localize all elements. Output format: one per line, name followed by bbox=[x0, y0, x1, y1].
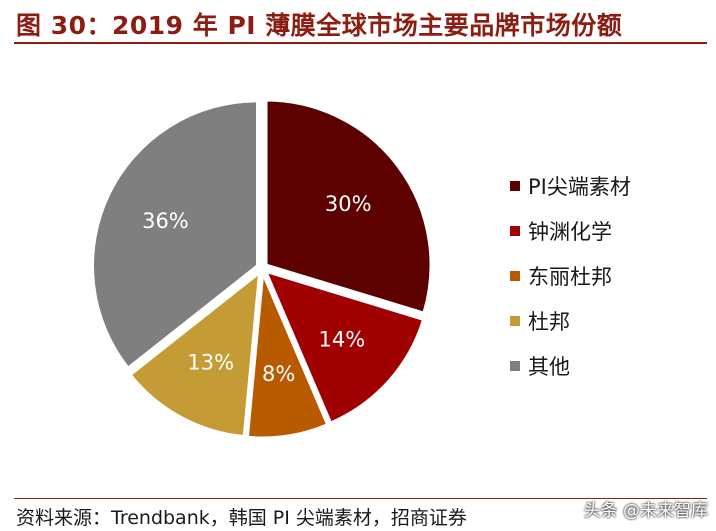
pie-slice bbox=[264, 98, 433, 315]
legend-swatch bbox=[510, 180, 520, 191]
legend-label: 其他 bbox=[528, 354, 570, 379]
source-note: 资料来源：Trendbank，韩国 PI 尖端素材，招商证券 bbox=[16, 507, 467, 529]
legend-swatch bbox=[510, 315, 520, 326]
pie-slice-label: 13% bbox=[187, 350, 234, 374]
legend-swatch bbox=[510, 225, 520, 236]
pie-slice bbox=[245, 271, 330, 440]
title-divider bbox=[14, 42, 707, 44]
pie-slice-label: 8% bbox=[262, 362, 295, 386]
legend-label: 杜邦 bbox=[528, 309, 570, 334]
pie-slice bbox=[128, 270, 262, 439]
chart-legend: PI尖端素材 钟渊化学 东丽杜邦 杜邦 其他 bbox=[510, 163, 631, 388]
legend-item-others: 其他 bbox=[510, 343, 631, 388]
pie-slice-label: 30% bbox=[325, 192, 372, 216]
legend-item-kaneka: 钟渊化学 bbox=[510, 208, 631, 253]
chart-title: 图 30：2019 年 PI 薄膜全球市场主要品牌市场份额 bbox=[16, 11, 623, 40]
legend-swatch bbox=[510, 360, 520, 371]
watermark: 头条 @未来智库 bbox=[583, 501, 708, 521]
legend-item-dupont: 杜邦 bbox=[510, 298, 631, 343]
legend-label: 钟渊化学 bbox=[528, 219, 612, 244]
pie-slice-label: 36% bbox=[142, 209, 189, 233]
legend-label: 东丽杜邦 bbox=[528, 264, 612, 289]
legend-item-pi-advanced-materials: PI尖端素材 bbox=[510, 163, 631, 208]
pie-slice-label: 14% bbox=[319, 328, 366, 352]
legend-swatch bbox=[510, 270, 520, 281]
legend-label: PI尖端素材 bbox=[528, 174, 631, 199]
footer-divider bbox=[14, 498, 707, 499]
pie-slice bbox=[264, 269, 426, 425]
pie-slice bbox=[91, 99, 259, 370]
legend-item-toray-dupont: 东丽杜邦 bbox=[510, 253, 631, 298]
